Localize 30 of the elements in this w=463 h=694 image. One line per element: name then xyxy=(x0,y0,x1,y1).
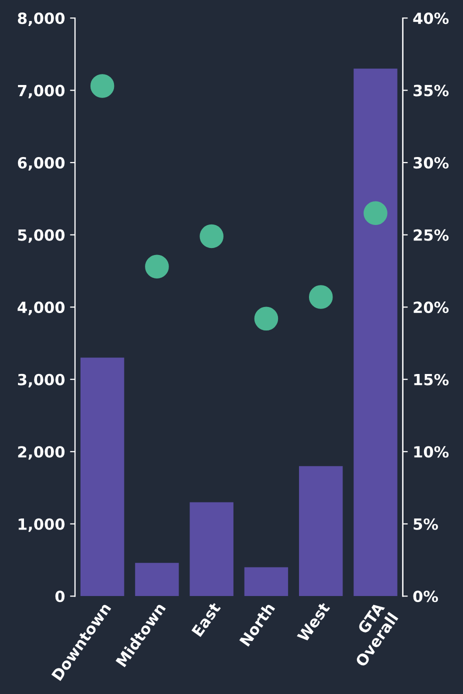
y-tick-label: 7,000 xyxy=(18,84,65,98)
y2-tick-label: 20% xyxy=(414,302,449,314)
point xyxy=(200,224,224,248)
y2-tick-label: 5% xyxy=(414,518,438,530)
y-tick-label: 2,000 xyxy=(18,446,65,460)
y2-tick-label: 30% xyxy=(414,157,449,169)
y-tick-label: 8,000 xyxy=(18,12,65,26)
y-tick-label: 3,000 xyxy=(18,374,65,388)
point xyxy=(308,285,333,309)
bar xyxy=(190,502,234,596)
y-tick-label: 1,000 xyxy=(18,518,65,532)
y2-tick-label: 25% xyxy=(414,229,449,241)
point xyxy=(145,254,169,279)
point xyxy=(254,306,278,331)
point xyxy=(90,74,114,98)
bar xyxy=(299,466,343,596)
y-tick-label: 5,000 xyxy=(18,229,65,243)
y2-tick-label: 0% xyxy=(413,590,438,602)
bar xyxy=(354,68,398,596)
y-tick-label: 6,000 xyxy=(18,157,65,171)
y2-tick-label: 15% xyxy=(414,374,449,386)
bar xyxy=(80,358,124,596)
point xyxy=(364,201,388,226)
y2-tick-label: 35% xyxy=(414,84,449,96)
bar xyxy=(135,562,179,596)
y2-tick-label: 10% xyxy=(414,446,449,458)
y-tick-label: 4,000 xyxy=(18,302,65,316)
y-tick-label: 0 xyxy=(55,590,65,602)
bar xyxy=(244,567,288,596)
y2-tick-label: 40% xyxy=(413,12,449,24)
